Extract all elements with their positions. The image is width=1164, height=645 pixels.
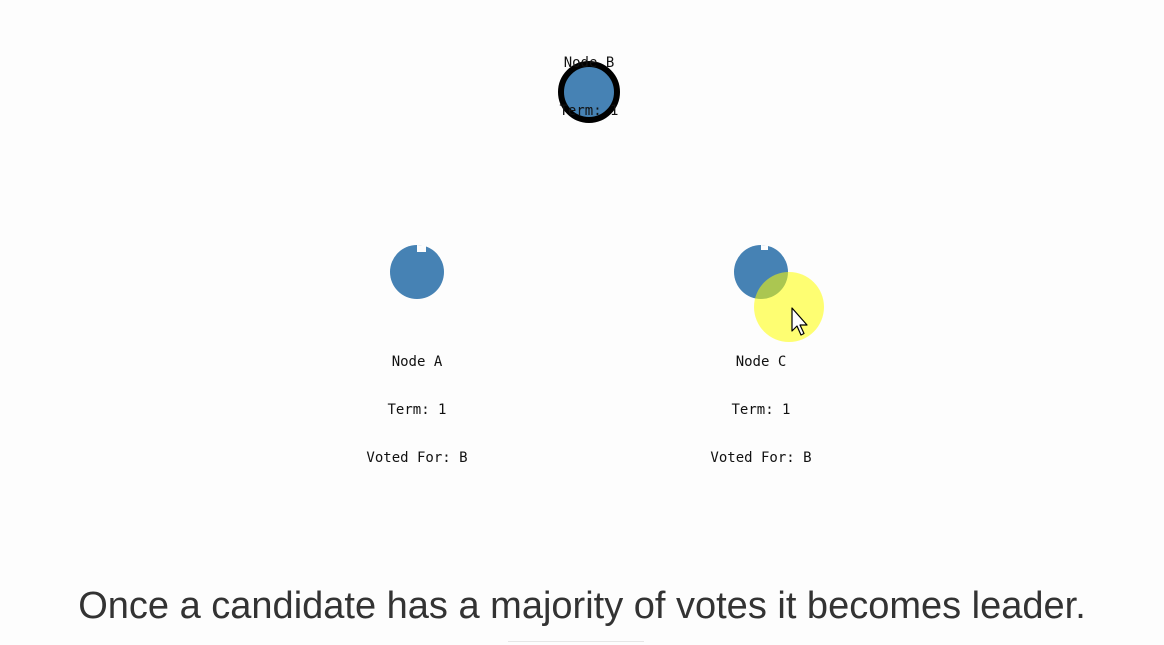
node-b-term: Term: 1 bbox=[559, 103, 619, 119]
node-b-circle bbox=[558, 61, 620, 123]
node-a-voted-for: Voted For: B bbox=[366, 450, 468, 466]
divider bbox=[508, 641, 644, 642]
node-a[interactable] bbox=[390, 245, 444, 299]
step-caption: Once a candidate has a majority of votes… bbox=[78, 585, 1086, 627]
node-c-voted-for: Voted For: B bbox=[710, 450, 812, 466]
node-a-name: Node A bbox=[391, 354, 443, 370]
node-a-label: Node A Term: 1 Voted For: B bbox=[337, 322, 497, 498]
node-a-term: Term: 1 bbox=[387, 402, 447, 418]
node-b-name: Node B bbox=[563, 55, 615, 71]
node-c-term: Term: 1 bbox=[731, 402, 791, 418]
node-c-name: Node C bbox=[735, 354, 787, 370]
node-c-label: Node C Term: 1 Voted For: B bbox=[681, 322, 841, 498]
node-b-label: Node B Term: 1 bbox=[529, 23, 649, 151]
node-a-circle bbox=[390, 245, 444, 299]
node-c-timer-notch bbox=[761, 245, 768, 250]
node-a-timer-notch bbox=[417, 245, 426, 252]
node-b[interactable] bbox=[558, 61, 620, 123]
